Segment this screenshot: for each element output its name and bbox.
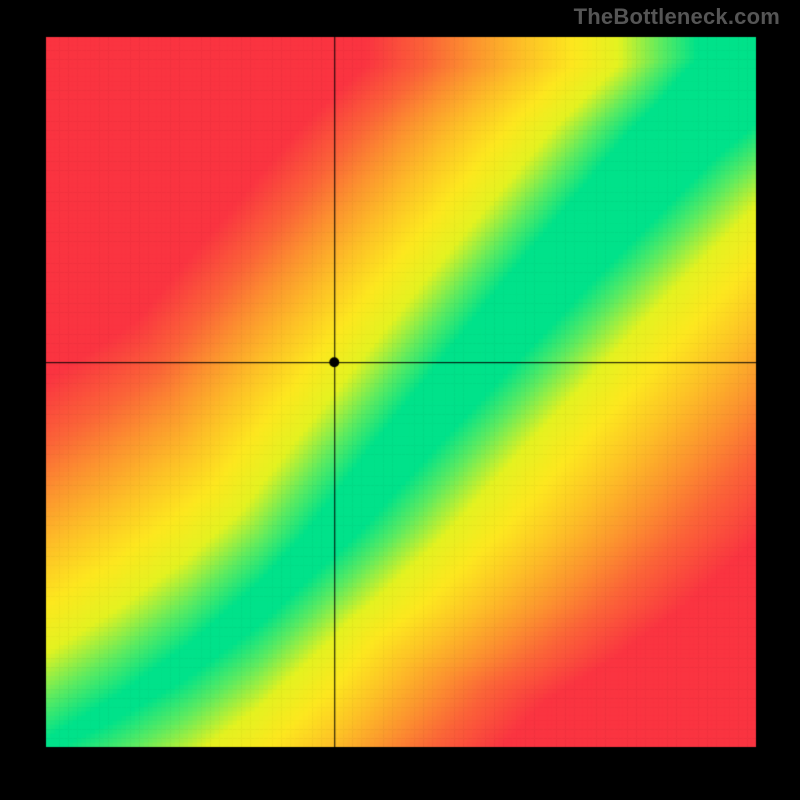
watermark-text: TheBottleneck.com: [574, 4, 780, 30]
chart-container: TheBottleneck.com: [0, 0, 800, 800]
bottleneck-heatmap-canvas: [0, 0, 800, 800]
